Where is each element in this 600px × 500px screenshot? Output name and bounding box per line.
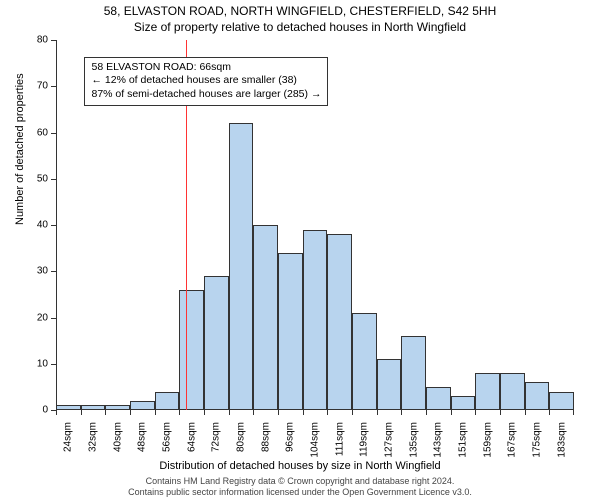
y-tick-label: 70 — [37, 81, 56, 92]
x-tick-label: 64sqm — [186, 418, 197, 452]
x-tick-label: 48sqm — [137, 418, 148, 452]
x-axis-label: Distribution of detached houses by size … — [0, 460, 600, 472]
x-tick-label: 151sqm — [458, 418, 469, 458]
histogram-bar — [352, 313, 377, 410]
annotation-line1: 58 ELVASTON ROAD: 66sqm — [91, 61, 321, 75]
page-title-line2: Size of property relative to detached ho… — [0, 18, 600, 34]
histogram-bar — [327, 234, 352, 410]
x-tick — [352, 410, 353, 415]
x-tick-label: 80sqm — [236, 418, 247, 452]
histogram-bar — [377, 359, 402, 410]
y-tick-label: 60 — [37, 127, 56, 138]
histogram-bar — [426, 387, 451, 410]
histogram-bar — [253, 225, 278, 410]
x-tick-label: 175sqm — [532, 418, 543, 458]
plot-area: 0102030405060708024sqm32sqm40sqm48sqm56s… — [56, 40, 574, 410]
y-tick-label: 20 — [37, 312, 56, 323]
annotation-box: 58 ELVASTON ROAD: 66sqm← 12% of detached… — [84, 57, 328, 106]
x-tick — [105, 410, 106, 415]
histogram-bar — [401, 336, 426, 410]
x-tick-label: 127sqm — [384, 418, 395, 458]
x-tick-label: 40sqm — [112, 418, 123, 452]
x-tick — [426, 410, 427, 415]
chart-area: 0102030405060708024sqm32sqm40sqm48sqm56s… — [56, 40, 574, 410]
x-tick — [130, 410, 131, 415]
x-tick — [549, 410, 550, 415]
y-tick-label: 10 — [37, 358, 56, 369]
histogram-bar — [105, 405, 130, 410]
x-tick-label: 104sqm — [310, 418, 321, 458]
x-tick — [56, 410, 57, 415]
x-tick-label: 56sqm — [162, 418, 173, 452]
y-tick-label: 50 — [37, 173, 56, 184]
y-tick-label: 0 — [42, 405, 56, 416]
footer-line1: Contains HM Land Registry data © Crown c… — [0, 476, 600, 487]
histogram-bar — [475, 373, 500, 410]
page-title-line1: 58, ELVASTON ROAD, NORTH WINGFIELD, CHES… — [0, 0, 600, 18]
x-tick — [401, 410, 402, 415]
histogram-bar — [525, 382, 550, 410]
x-tick — [81, 410, 82, 415]
histogram-bar — [155, 392, 180, 411]
x-tick — [204, 410, 205, 415]
footer: Contains HM Land Registry data © Crown c… — [0, 476, 600, 498]
x-tick-label: 88sqm — [260, 418, 271, 452]
histogram-bar — [278, 253, 303, 410]
x-tick-label: 159sqm — [482, 418, 493, 458]
x-tick-label: 119sqm — [359, 418, 370, 457]
x-tick-label: 32sqm — [88, 418, 99, 452]
histogram-bar — [229, 123, 254, 410]
y-tick-label: 80 — [37, 35, 56, 46]
histogram-bar — [130, 401, 155, 410]
x-tick — [253, 410, 254, 415]
x-tick-label: 72sqm — [211, 418, 222, 452]
histogram-bar — [303, 230, 328, 410]
y-tick-label: 30 — [37, 266, 56, 277]
x-tick — [327, 410, 328, 415]
histogram-bar — [81, 405, 106, 410]
footer-line2: Contains public sector information licen… — [0, 487, 600, 498]
y-axis — [56, 40, 57, 410]
x-tick — [303, 410, 304, 415]
x-tick — [278, 410, 279, 415]
x-tick-label: 135sqm — [408, 418, 419, 458]
x-tick — [475, 410, 476, 415]
x-tick — [500, 410, 501, 415]
y-axis-label: Number of detached properties — [14, 73, 26, 225]
x-tick — [377, 410, 378, 415]
x-tick — [451, 410, 452, 415]
y-tick-label: 40 — [37, 220, 56, 231]
x-tick-label: 24sqm — [63, 418, 74, 452]
x-tick-label: 167sqm — [507, 418, 518, 458]
annotation-line3: 87% of semi-detached houses are larger (… — [91, 88, 321, 102]
x-tick-label: 183sqm — [556, 418, 567, 458]
x-tick — [229, 410, 230, 415]
histogram-bar — [56, 405, 81, 410]
x-tick — [179, 410, 180, 415]
x-tick-label: 143sqm — [433, 418, 444, 458]
histogram-bar — [500, 373, 525, 410]
histogram-bar — [549, 392, 574, 411]
x-tick-label: 96sqm — [285, 418, 296, 452]
annotation-line2: ← 12% of detached houses are smaller (38… — [91, 74, 321, 88]
histogram-bar — [451, 396, 476, 410]
x-tick — [155, 410, 156, 415]
histogram-bar — [179, 290, 204, 410]
histogram-bar — [204, 276, 229, 410]
x-tick-label: 111sqm — [334, 418, 345, 456]
x-tick — [525, 410, 526, 415]
x-tick — [573, 410, 574, 415]
